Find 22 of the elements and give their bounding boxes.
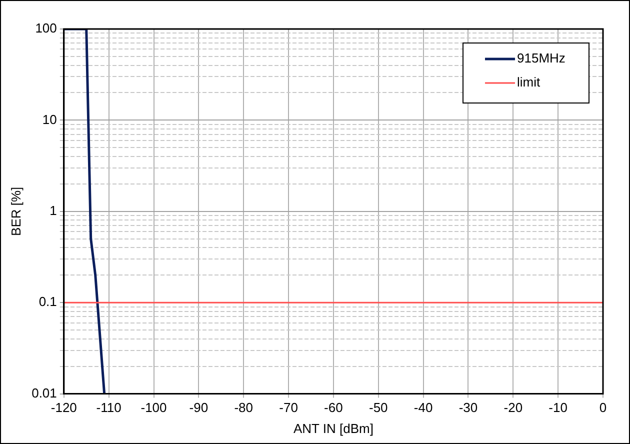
x-tick-label: -120 [50,400,77,416]
legend-label: limit [517,74,540,90]
y-tick-label: 0.01 [32,385,57,400]
x-tick-label: -70 [279,400,298,416]
y-tick-label: 100 [35,20,57,36]
x-tick-label: -100 [140,400,167,416]
x-tick-label: 0 [599,400,607,416]
x-tick-label: -40 [414,400,433,416]
x-tick-label: -50 [368,400,388,416]
y-tick-label: 0.1 [38,294,57,310]
x-tick-label: -80 [234,400,253,416]
y-tick-label: 1 [50,202,57,218]
x-axis-title: ANT IN [dBm] [293,420,374,436]
x-tick-label: -30 [458,400,478,416]
x-tick-label: -10 [548,400,568,416]
x-tick-label: -20 [504,400,523,416]
legend-label: 915MHz [517,50,566,66]
x-tick-label: -60 [324,400,343,416]
y-tick-label: 10 [42,112,57,127]
x-tick-label: -110 [96,400,122,416]
x-tick-label: -90 [189,400,208,416]
y-axis-title: BER [%] [8,186,24,236]
